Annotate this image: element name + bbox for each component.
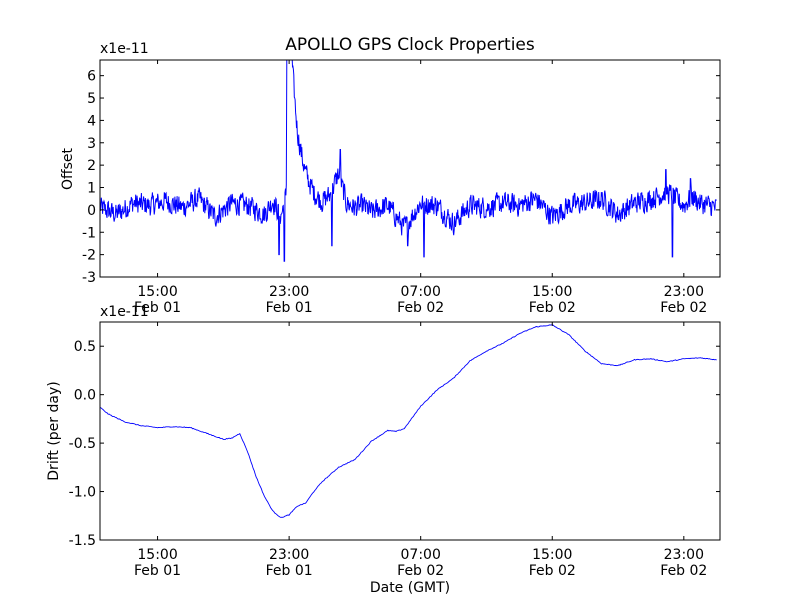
offset-x-tick-date-label: Feb 02 xyxy=(660,300,707,316)
offset-y-tick-label: -1 xyxy=(82,225,96,241)
drift-panel: x1e-11 Drift (per day) -1.5 -1.0 -0.5 0.0 0.… xyxy=(46,304,721,596)
drift-y-ticks: -1.5 -1.0 -0.5 0.0 0.5 xyxy=(69,339,720,549)
offset-y-tick-label: 4 xyxy=(87,113,96,129)
drift-axes-frame xyxy=(99,321,721,541)
drift-y-tick-label: -1.0 xyxy=(69,485,96,501)
drift-x-label: Date (GMT) xyxy=(370,580,450,596)
offset-y-tick-label: -2 xyxy=(82,248,96,264)
drift-x-tick-date-label: Feb 02 xyxy=(529,563,576,579)
offset-series xyxy=(100,60,717,262)
drift-y-tick-label: 0.0 xyxy=(74,388,96,404)
chart-title: APOLLO GPS Clock Properties xyxy=(285,35,535,55)
offset-y-tick-label: 6 xyxy=(87,69,96,85)
drift-x-tick-date-label: Feb 02 xyxy=(397,563,444,579)
offset-x-tick-time-label: 15:00 xyxy=(137,284,177,300)
drift-x-tick-date-label: Feb 01 xyxy=(266,563,313,579)
offset-y-tick-label: 2 xyxy=(87,158,96,174)
offset-scale-label: x1e-11 xyxy=(100,41,149,57)
offset-y-ticks: -3 -2 -1 0 1 2 3 4 5 6 xyxy=(82,69,720,286)
drift-x-tick-time-label: 15:00 xyxy=(532,547,572,563)
offset-y-tick-label: 1 xyxy=(87,181,96,197)
drift-series-line xyxy=(100,324,717,518)
offset-x-tick-date-label: Feb 01 xyxy=(134,300,181,316)
offset-y-tick-label: 0 xyxy=(87,203,96,219)
drift-x-tick-date-label: Feb 01 xyxy=(134,563,181,579)
drift-y-tick-label: -0.5 xyxy=(69,436,96,452)
offset-x-tick-date-label: Feb 02 xyxy=(529,300,576,316)
offset-x-tick-time-label: 23:00 xyxy=(269,284,309,300)
drift-x-tick-date-label: Feb 02 xyxy=(660,563,707,579)
drift-y-tick-label: 0.5 xyxy=(74,339,96,355)
drift-y-label: Drift (per day) xyxy=(46,381,62,480)
drift-x-tick-time-label: 07:00 xyxy=(401,547,441,563)
offset-x-tick-date-label: Feb 01 xyxy=(266,300,313,316)
offset-y-tick-label: 5 xyxy=(87,91,96,107)
offset-y-tick-label: -3 xyxy=(82,270,96,286)
offset-x-tick-time-label: 15:00 xyxy=(532,284,572,300)
offset-x-tick-time-label: 07:00 xyxy=(401,284,441,300)
drift-scale-label: x1e-11 xyxy=(100,304,149,320)
drift-series xyxy=(100,324,717,518)
drift-x-tick-time-label: 23:00 xyxy=(269,547,309,563)
drift-x-tick-time-label: 15:00 xyxy=(137,547,177,563)
drift-y-tick-label: -1.5 xyxy=(69,533,96,549)
drift-x-tick-time-label: 23:00 xyxy=(664,547,704,563)
offset-y-tick-label: 3 xyxy=(87,136,96,152)
offset-y-label: Offset xyxy=(60,147,76,190)
offset-series-line xyxy=(100,60,717,262)
offset-axes-frame xyxy=(99,59,721,278)
offset-x-tick-time-label: 23:00 xyxy=(664,284,704,300)
offset-x-tick-date-label: Feb 02 xyxy=(397,300,444,316)
offset-panel: APOLLO GPS Clock Properties x1e-11 Offse… xyxy=(60,35,721,316)
